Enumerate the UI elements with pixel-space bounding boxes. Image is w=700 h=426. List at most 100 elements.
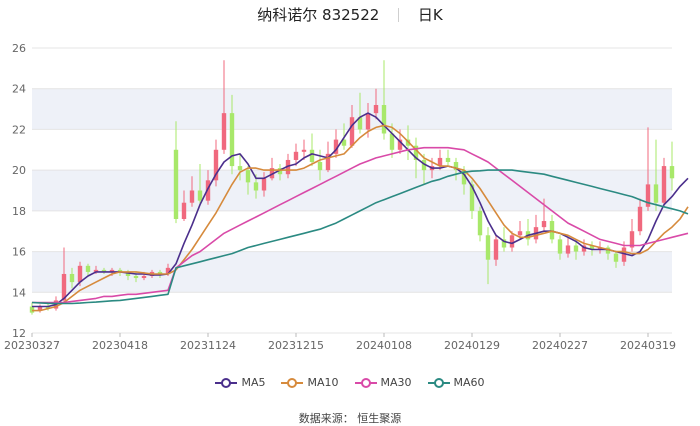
legend-symbol <box>354 377 377 388</box>
legend-symbol <box>215 377 238 388</box>
candle-body <box>469 184 475 211</box>
candle-body <box>341 139 347 146</box>
candle-body <box>653 184 659 203</box>
candle-body <box>269 168 275 179</box>
series-line-ma60 <box>31 169 689 305</box>
legend-item-ma10[interactable]: MA10 <box>281 376 339 389</box>
candle-body <box>661 166 667 203</box>
series-line-ma10 <box>32 124 689 312</box>
candle-body <box>221 113 227 150</box>
legend-label: MA10 <box>307 376 339 389</box>
candle-body <box>117 269 123 272</box>
candle-body <box>317 162 323 171</box>
legend-label: MA60 <box>453 376 485 389</box>
candle-body <box>77 265 83 283</box>
candle-body <box>645 184 651 207</box>
candle-body <box>293 151 299 160</box>
candle-body <box>461 170 467 185</box>
candle-body <box>277 168 283 175</box>
candle-body <box>189 190 195 203</box>
candle-body <box>181 202 187 219</box>
legend-label: MA30 <box>380 376 412 389</box>
candle-body <box>445 157 451 162</box>
candle-body <box>389 133 395 150</box>
legend-symbol <box>281 377 304 388</box>
stock-name-code: 纳科诺尔 832522 <box>257 6 380 24</box>
candle-body <box>325 153 331 171</box>
series-line-ma5 <box>32 112 689 308</box>
candle-body <box>141 276 147 279</box>
candle-body <box>93 269 99 272</box>
legend-item-ma30[interactable]: MA30 <box>354 376 412 389</box>
candle-body <box>37 306 43 311</box>
candle-body <box>509 235 515 248</box>
candle-body <box>109 269 115 272</box>
candle-body <box>69 273 75 283</box>
candle-body <box>621 247 627 262</box>
legend: MA5 MA10 MA30 MA60 <box>0 376 700 392</box>
title-separator <box>398 7 400 22</box>
candle-body <box>133 276 139 279</box>
candle-body <box>309 149 315 162</box>
candle-body <box>125 271 131 276</box>
x-tick-label: 20240129 <box>444 339 500 352</box>
x-tick-label: 20240108 <box>356 339 412 352</box>
series-line-ma30 <box>32 146 689 304</box>
candle-body <box>629 231 635 248</box>
candle-body <box>501 239 507 248</box>
y-tick-label: 24 <box>12 83 26 96</box>
candle-body <box>477 210 483 236</box>
candle-body <box>165 267 171 274</box>
x-tick-label: 20240319 <box>620 339 676 352</box>
y-tick-label: 26 <box>12 42 26 55</box>
candle-body <box>381 105 387 134</box>
candle-body <box>261 178 267 191</box>
candle-body <box>205 180 211 201</box>
grid-band <box>32 170 672 211</box>
candle-body <box>45 306 51 309</box>
legend-item-ma60[interactable]: MA60 <box>427 376 485 389</box>
data-source: 数据来源： 恒生聚源 <box>298 412 402 425</box>
x-tick-label: 20230418 <box>92 339 148 352</box>
candle-body <box>333 139 339 154</box>
candle-body <box>29 306 35 313</box>
y-tick-label: 16 <box>12 246 26 259</box>
y-tick-label: 12 <box>12 327 26 340</box>
candle-body <box>285 159 291 175</box>
x-tick-label: 20240227 <box>532 339 588 352</box>
candle-body <box>597 247 603 250</box>
candle-body <box>157 271 163 274</box>
x-tick-label: 20230327 <box>4 339 60 352</box>
x-tick-label: 20231215 <box>268 339 324 352</box>
candle-body <box>565 245 571 254</box>
x-tick-label: 20231124 <box>180 339 236 352</box>
candle-body <box>413 145 419 160</box>
candle-body <box>237 166 243 171</box>
candle-body <box>253 182 259 191</box>
candle-body <box>229 113 235 167</box>
candle-body <box>397 139 403 150</box>
candle-body <box>613 253 619 262</box>
candle-body <box>517 231 523 236</box>
y-tick-label: 22 <box>12 123 26 136</box>
candle-body <box>85 265 91 272</box>
y-tick-label: 18 <box>12 205 26 218</box>
candle-body <box>557 239 563 254</box>
legend-item-ma5[interactable]: MA5 <box>215 376 265 389</box>
candle-body <box>669 166 675 179</box>
y-tick-label: 20 <box>12 164 26 177</box>
candle-body <box>605 247 611 254</box>
candle-body <box>549 221 555 240</box>
period-label: 日K <box>417 6 443 24</box>
candle-body <box>589 245 595 250</box>
candle-body <box>61 273 67 301</box>
legend-symbol <box>427 377 450 388</box>
candle-body <box>213 149 219 181</box>
candle-body <box>541 221 547 228</box>
candle-body <box>453 162 459 171</box>
candle-body <box>245 170 251 183</box>
candle-body <box>197 190 203 201</box>
legend-label: MA5 <box>241 376 266 389</box>
candle-body <box>373 105 379 114</box>
